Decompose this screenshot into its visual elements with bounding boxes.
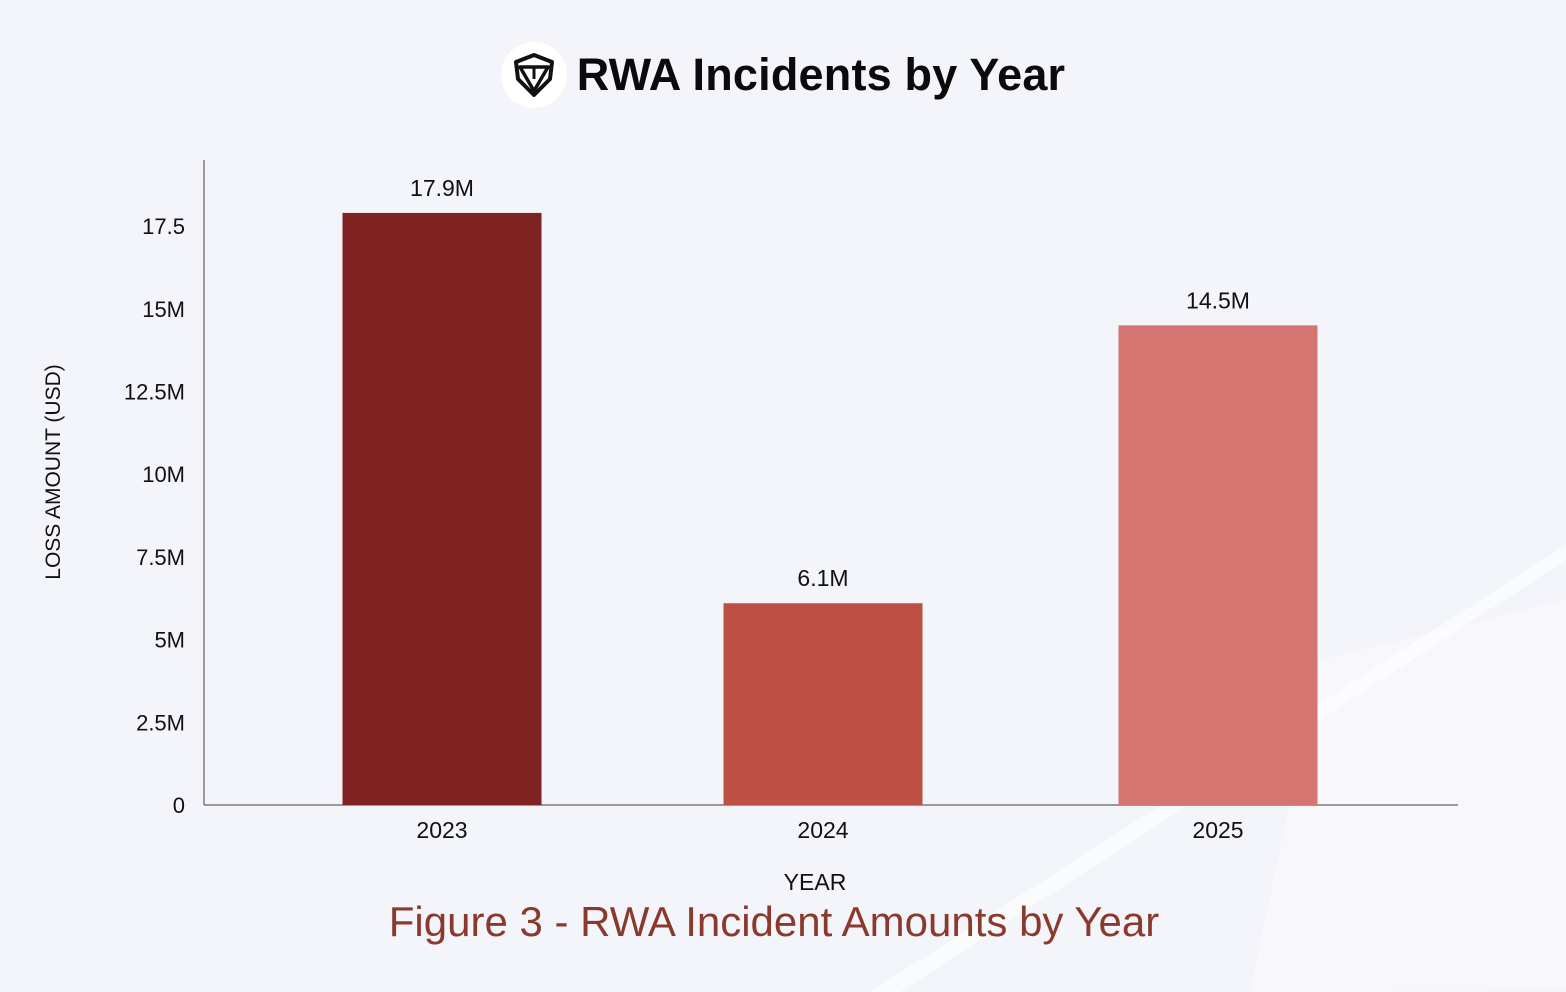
x-axis-title: YEAR xyxy=(784,869,847,895)
bar-2025 xyxy=(1118,325,1318,805)
y-tick-labels: 0 2.5M 5M 7.5M 10M 12.5M 15M 17.5 xyxy=(124,214,185,818)
shield-logo-graphic xyxy=(513,53,554,97)
data-label: 17.9M xyxy=(410,175,474,201)
y-tick-label: 12.5M xyxy=(124,380,185,405)
y-tick-label: 17.5 xyxy=(142,214,185,239)
y-tick-label: 0 xyxy=(173,793,185,818)
chart-header: RWA Incidents by Year xyxy=(0,40,1566,110)
y-tick-label: 15M xyxy=(142,297,185,322)
bar-2023 xyxy=(342,212,542,805)
y-tick-label: 5M xyxy=(154,628,185,653)
y-tick-label: 7.5M xyxy=(136,545,185,570)
bar-2024 xyxy=(723,603,923,805)
data-label: 6.1M xyxy=(797,565,848,591)
shield-icon xyxy=(500,42,567,108)
data-label: 14.5M xyxy=(1186,287,1250,313)
bars xyxy=(342,212,1318,805)
y-tick-label: 2.5M xyxy=(136,710,185,735)
x-tick-label: 2023 xyxy=(416,817,467,843)
x-tick-label: 2025 xyxy=(1192,817,1243,843)
chart-title: RWA Incidents by Year xyxy=(576,49,1066,100)
y-axis-title: LOSS AMOUNT (USD) xyxy=(42,364,65,579)
y-tick-label: 10M xyxy=(142,462,185,487)
x-tick-label: 2024 xyxy=(797,817,848,843)
figure-caption: Figure 3 - RWA Incident Amounts by Year xyxy=(388,898,1160,945)
data-labels: 17.9M 6.1M 14.5M xyxy=(410,175,1250,591)
x-tick-labels: 2023 2024 2025 xyxy=(416,817,1243,843)
